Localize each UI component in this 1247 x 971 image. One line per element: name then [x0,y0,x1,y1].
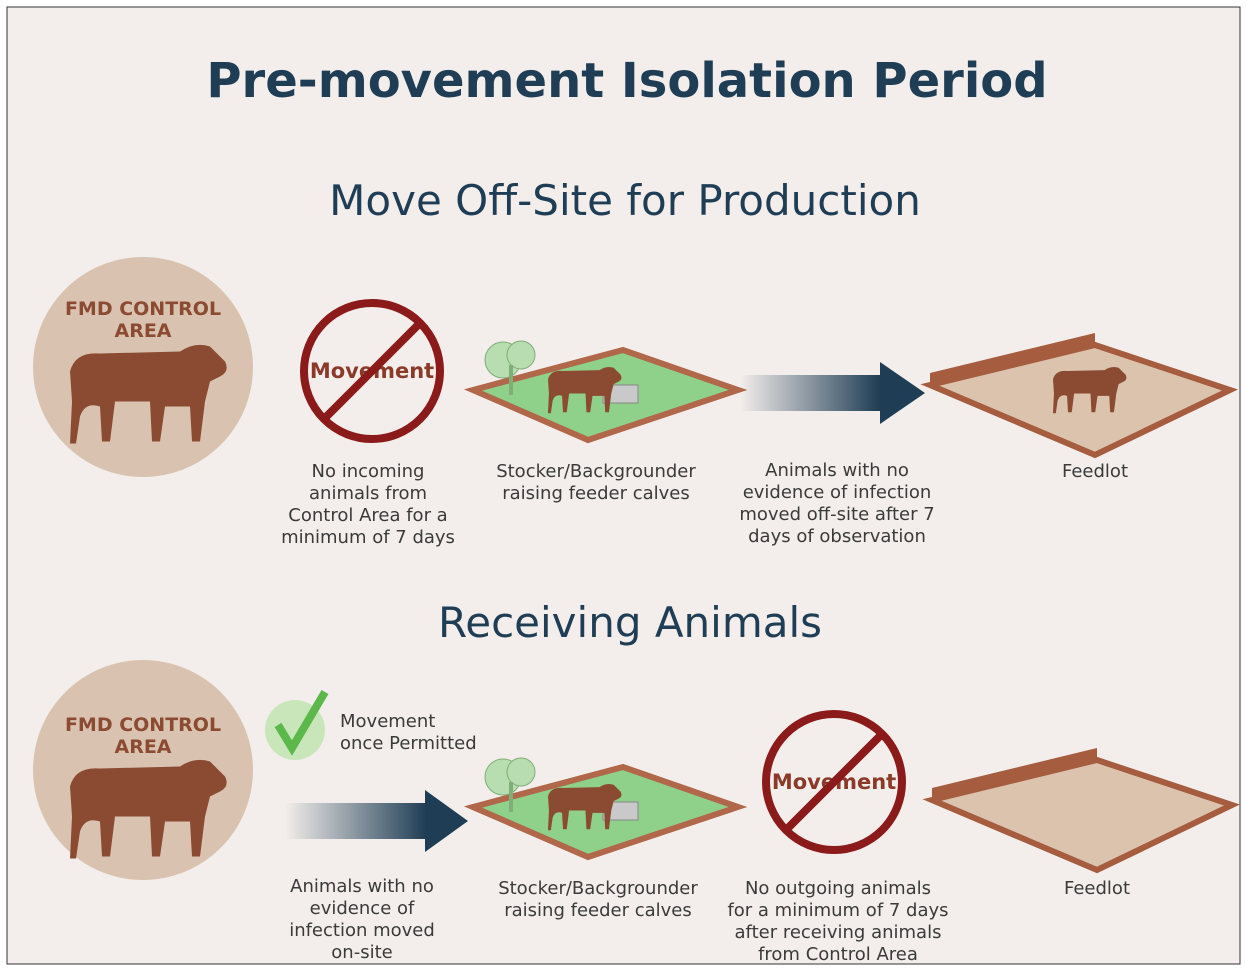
caption: Feedlot [1062,461,1128,482]
page: {"title": "Pre-movement Isolation Period… [0,0,1247,971]
caption: on-site [331,942,392,963]
caption: Control Area for a [288,505,447,526]
caption: Animals with no [290,876,434,897]
caption: after receiving animals [735,922,942,943]
control-area-label: FMD CONTROL [65,714,221,736]
section-heading: Receiving Animals [438,598,822,647]
control-area-label: AREA [114,736,171,758]
caption: No outgoing animals [745,878,931,899]
section-heading: Move Off-Site for Production [329,176,921,225]
caption: for a minimum of 7 days [727,900,948,921]
title: Pre-movement Isolation Period [206,53,1047,109]
caption: Stocker/Backgrounder [498,878,698,899]
caption: infection moved [289,920,435,941]
caption: moved off-site after 7 [739,504,934,525]
control-area-label: FMD CONTROL [65,298,221,320]
caption: No incoming [312,461,425,482]
caption: days of observation [748,526,926,547]
caption: minimum of 7 days [281,527,455,548]
caption: Animals with no [765,460,909,481]
caption: from Control Area [758,944,918,965]
caption: raising feeder calves [502,483,690,504]
caption: Feedlot [1064,878,1130,899]
infographic: Pre-movement Isolation Period Move Off-S… [0,0,1247,971]
caption: Stocker/Backgrounder [496,461,696,482]
caption: raising feeder calves [504,900,692,921]
permit-text: once Permitted [340,733,477,754]
caption: animals from [309,483,427,504]
caption: evidence of [310,898,415,919]
permit-text: Movement [340,711,435,732]
control-area-label: AREA [114,320,171,342]
caption: evidence of infection [743,482,932,503]
